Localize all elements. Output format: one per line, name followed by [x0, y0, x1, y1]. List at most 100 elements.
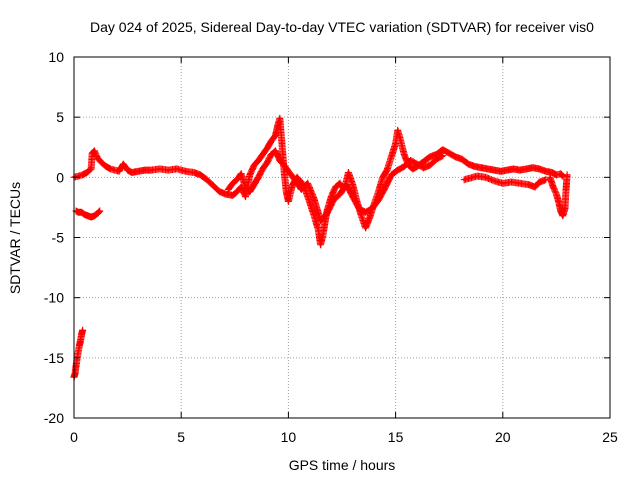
data-point: [551, 185, 555, 189]
data-point: [287, 170, 290, 173]
data-point: [550, 171, 554, 174]
data-point: [317, 229, 320, 232]
data-series-segment: [546, 171, 571, 220]
data-point: [531, 166, 535, 169]
data-point: [409, 159, 412, 162]
data-point: [370, 207, 374, 210]
data-point: [291, 183, 294, 186]
data-point: [441, 148, 444, 151]
data-point: [280, 142, 284, 145]
data-point: [364, 226, 367, 230]
data-point: [435, 153, 438, 156]
data-point: [360, 214, 363, 218]
data-point: [212, 184, 215, 187]
data-point: [338, 182, 342, 185]
data-point: [396, 168, 399, 172]
data-point: [544, 170, 547, 173]
data-point: [167, 168, 170, 172]
data-point: [83, 213, 86, 216]
data-point: [270, 153, 273, 156]
x-tick-label: 5: [177, 429, 185, 445]
data-point: [235, 178, 239, 181]
data-point: [377, 198, 380, 202]
data-point: [398, 136, 402, 139]
data-point: [321, 235, 324, 238]
data-point: [126, 168, 129, 172]
data-point: [565, 173, 569, 177]
y-tick-label: 5: [56, 109, 64, 125]
data-point: [334, 185, 337, 189]
x-tick-label: 15: [388, 429, 404, 445]
data-point: [300, 188, 303, 191]
data-point: [463, 178, 466, 181]
data-point: [422, 166, 425, 169]
data-point: [505, 168, 509, 172]
y-tick-label: -20: [44, 410, 64, 426]
data-point: [475, 174, 479, 178]
data-point: [351, 183, 354, 186]
data-point: [385, 168, 389, 172]
chart-title: Day 024 of 2025, Sidereal Day-to-day VTE…: [90, 19, 594, 35]
data-point: [117, 170, 121, 173]
data-point: [278, 117, 282, 120]
data-point: [78, 344, 81, 347]
data-point: [467, 177, 470, 180]
data-point: [518, 182, 522, 185]
data-point: [428, 155, 432, 159]
y-tick-label: -5: [52, 230, 65, 246]
y-tick-label: -10: [44, 290, 64, 306]
data-point: [81, 173, 84, 177]
data-point: [304, 189, 307, 192]
data-point: [510, 180, 513, 184]
data-point: [122, 162, 125, 166]
data-point: [394, 142, 397, 145]
data-point: [319, 219, 322, 222]
data-point: [109, 167, 112, 171]
data-point: [265, 147, 269, 150]
data-point: [293, 178, 297, 181]
data-point: [175, 167, 179, 171]
data-point: [257, 176, 260, 179]
data-point: [377, 190, 380, 193]
data-point: [368, 215, 372, 219]
data-point: [312, 214, 316, 218]
data-point: [454, 155, 457, 159]
data-point: [411, 167, 414, 171]
data-point: [538, 167, 541, 171]
data-point: [338, 192, 342, 196]
data-point: [484, 176, 487, 179]
data-point: [306, 182, 309, 185]
data-point: [231, 182, 234, 185]
data-point: [499, 170, 502, 173]
data-point: [74, 209, 78, 213]
data-point: [218, 190, 221, 193]
data-point: [143, 168, 146, 172]
data-point: [422, 160, 425, 163]
data-point: [351, 195, 354, 198]
data-point: [512, 167, 515, 171]
data-point: [347, 171, 350, 174]
data-point: [248, 173, 252, 177]
data-point: [130, 171, 134, 174]
data-series-segment: [70, 326, 87, 381]
grid-lines: [74, 57, 610, 418]
data-point: [319, 243, 322, 246]
data-point: [96, 156, 99, 160]
data-point: [564, 188, 568, 191]
data-point: [81, 328, 84, 332]
axis-ticks: 0 5 10 15 20 25 -20 -15 -10 -5 0 5 10: [44, 49, 618, 445]
y-tick-label: 0: [56, 169, 64, 185]
data-point: [518, 168, 522, 172]
data-point: [274, 149, 277, 153]
data-point: [252, 164, 256, 167]
data-point: [252, 183, 256, 186]
data-point: [227, 188, 230, 191]
data-point: [383, 186, 387, 190]
x-tick-label: 0: [70, 429, 78, 445]
data-point: [184, 170, 187, 173]
data-point: [312, 197, 316, 201]
plot-data: [70, 114, 571, 381]
data-point: [225, 192, 228, 196]
data-point: [441, 154, 444, 157]
data-point: [493, 168, 496, 172]
